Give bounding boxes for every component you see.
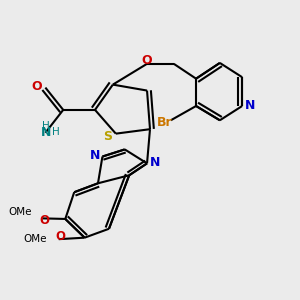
Text: O: O [39,214,49,227]
Text: OMe: OMe [24,234,47,244]
Text: N: N [150,156,160,169]
Text: H: H [42,121,50,131]
Text: N: N [245,99,255,112]
Text: O: O [55,230,65,243]
Text: N: N [89,149,100,162]
Text: Br: Br [157,116,172,129]
Text: S: S [103,130,112,143]
Text: O: O [32,80,42,94]
Text: H: H [52,127,60,137]
Text: OMe: OMe [8,207,32,218]
Text: O: O [141,54,152,67]
Text: N: N [41,126,51,139]
